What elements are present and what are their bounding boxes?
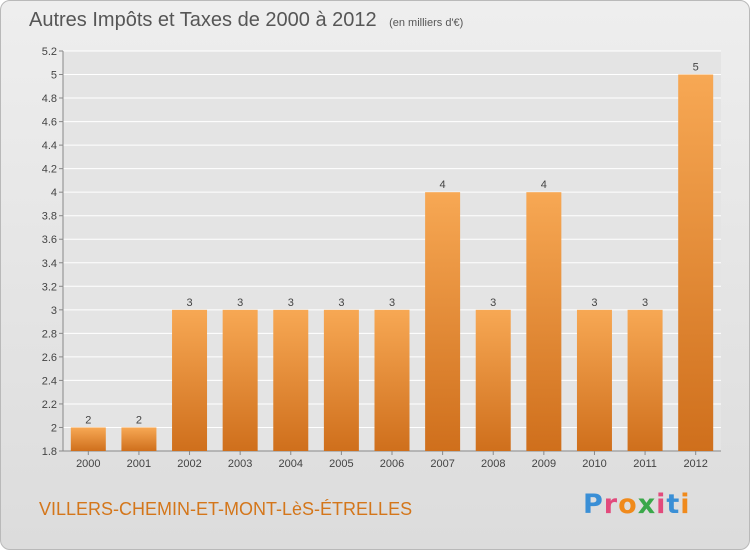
data-label: 2 [136,414,142,426]
logo-letter: x [637,489,657,520]
y-tick-label: 3.6 [42,234,57,246]
logo-letter: r [603,489,619,520]
chart-title: Autres Impôts et Taxes de 2000 à 2012 [29,9,377,31]
x-tick-label: 2012 [683,458,707,470]
bar [627,309,663,451]
bar [273,309,309,451]
proxiti-logo: Proxiti [583,489,691,520]
data-label: 3 [237,297,243,309]
y-tick-label: 4.8 [42,93,57,105]
data-label: 3 [389,297,395,309]
logo-letter: i [680,489,691,520]
logo-letter: o [618,489,638,520]
data-label: 3 [490,297,496,309]
bar [475,309,511,451]
x-tick-label: 2007 [430,458,454,470]
title-row: Autres Impôts et Taxes de 2000 à 2012 (e… [29,9,463,32]
bar [425,192,461,452]
data-label: 3 [186,297,192,309]
logo-letter: i [656,489,667,520]
x-tick-label: 2003 [228,458,252,470]
y-tick-label: 4.2 [42,164,57,176]
x-tick-label: 2006 [380,458,404,470]
bar [323,309,359,451]
x-tick-label: 2001 [127,458,151,470]
x-tick-label: 2011 [633,458,657,470]
data-label: 4 [440,179,446,191]
x-tick-label: 2009 [532,458,556,470]
y-tick-label: 3.8 [42,211,57,223]
data-label: 5 [693,62,699,74]
y-tick-label: 5 [51,70,57,82]
y-tick-label: 5.2 [42,46,57,58]
logo-letter: t [666,489,681,520]
y-tick-label: 4.4 [42,140,57,152]
x-tick-label: 2010 [582,458,606,470]
x-tick-label: 2002 [177,458,201,470]
x-tick-label: 2000 [76,458,100,470]
y-tick-label: 3.4 [42,258,57,270]
x-tick-label: 2004 [279,458,303,470]
x-tick-label: 2005 [329,458,353,470]
x-tick-label: 2008 [481,458,505,470]
y-tick-label: 2.6 [42,352,57,364]
y-tick-label: 4.6 [42,117,57,129]
logo-letter: P [583,489,604,520]
chart-subtitle: (en milliers d'€) [389,17,464,29]
bar [121,427,157,451]
data-label: 3 [591,297,597,309]
data-label: 4 [541,179,547,191]
bar [678,74,714,451]
y-tick-label: 3.2 [42,281,57,293]
data-label: 3 [338,297,344,309]
bar [374,309,410,451]
bar [526,192,562,452]
y-tick-label: 2.2 [42,399,57,411]
data-label: 3 [288,297,294,309]
y-tick-label: 2.4 [42,375,57,387]
bar [70,427,106,451]
y-tick-label: 2 [51,422,57,434]
y-tick-label: 2.8 [42,328,57,340]
data-label: 2 [85,414,91,426]
bar [576,309,612,451]
y-tick-label: 1.8 [42,446,57,458]
y-tick-label: 3 [51,305,57,317]
y-tick-label: 4 [51,187,57,199]
bar [172,309,208,451]
bar [222,309,258,451]
commune-name: VILLERS-CHEMIN-ET-MONT-LèS-ÉTRELLES [39,499,413,519]
data-label: 3 [642,297,648,309]
